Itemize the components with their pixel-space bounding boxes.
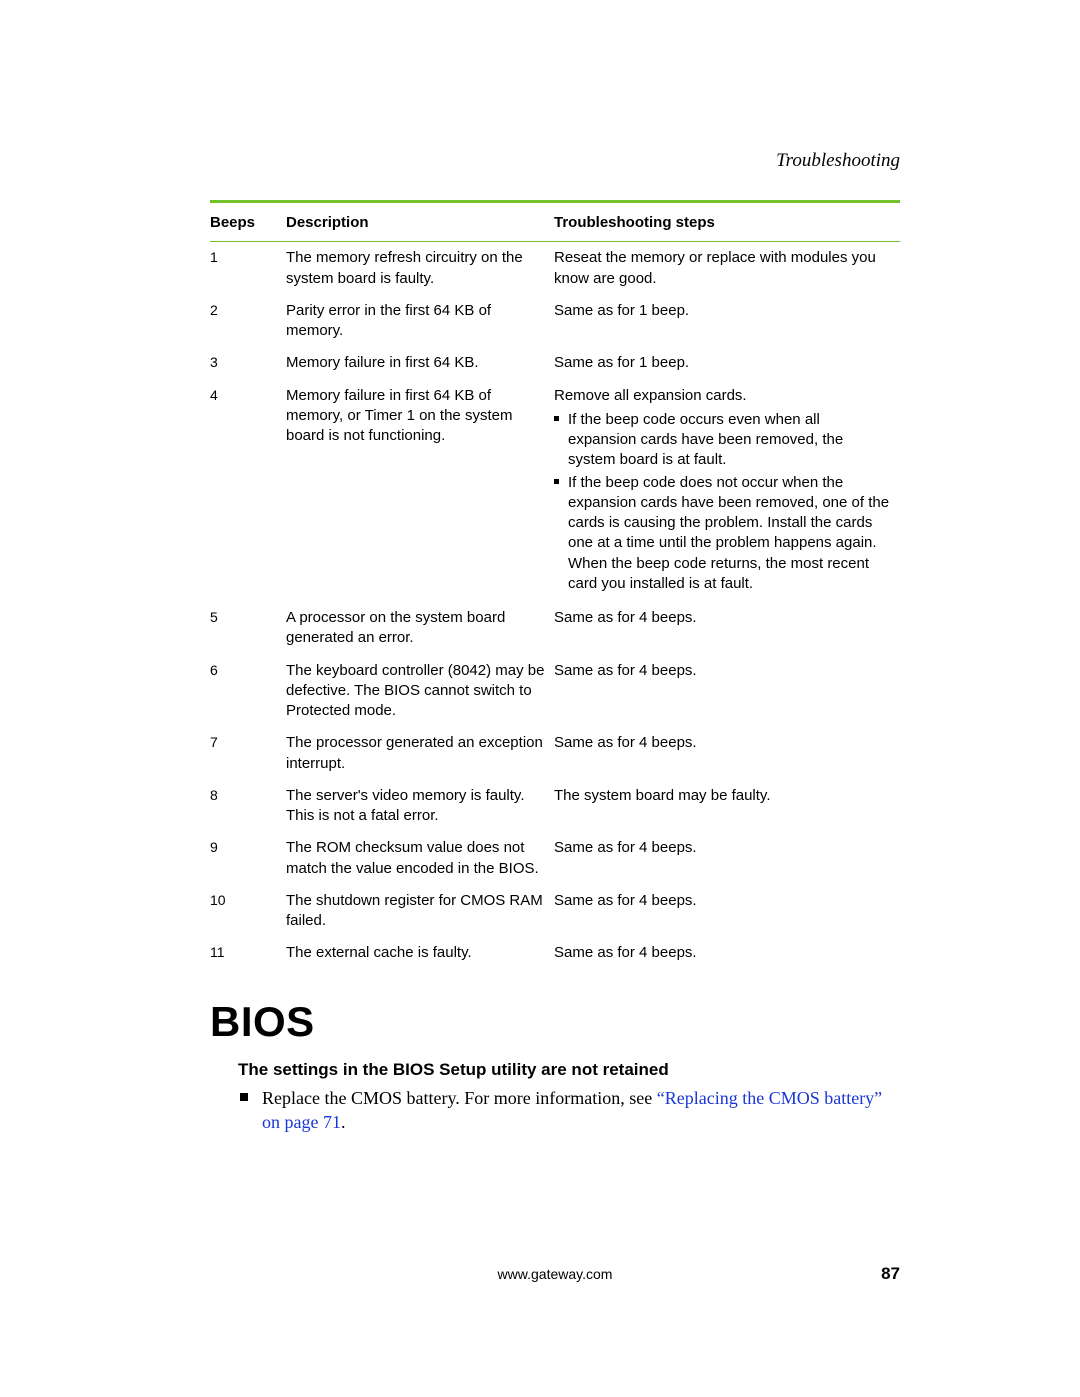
bios-heading: BIOS [210,998,900,1046]
cell-beeps: 7 [210,727,286,780]
cell-steps: Same as for 1 beep. [554,295,900,348]
cell-beeps: 3 [210,347,286,379]
cell-beeps: 2 [210,295,286,348]
cell-beeps: 9 [210,832,286,885]
running-head: Troubleshooting [210,150,900,172]
table-row: 9The ROM checksum value does not match t… [210,832,900,885]
footer-url: www.gateway.com [210,1266,900,1282]
cell-beeps: 10 [210,885,286,938]
table-row: 5A processor on the system board generat… [210,602,900,655]
cell-steps: Same as for 4 beeps. [554,655,900,728]
cell-steps: Reseat the memory or replace with module… [554,242,900,295]
cell-steps: Same as for 4 beeps. [554,727,900,780]
cell-description: The ROM checksum value does not match th… [286,832,554,885]
cell-steps: The system board may be faulty. [554,780,900,833]
cell-beeps: 8 [210,780,286,833]
bios-issue-heading: The settings in the BIOS Setup utility a… [210,1060,900,1080]
table-row: 8The server's video memory is faulty. Th… [210,780,900,833]
cell-description: Memory failure in first 64 KB of memory,… [286,380,554,603]
steps-bullet-item: If the beep code occurs even when all ex… [554,410,892,471]
cell-beeps: 6 [210,655,286,728]
steps-bullet-list: If the beep code occurs even when all ex… [554,410,892,594]
steps-bullet-item: If the beep code does not occur when the… [554,473,892,595]
beep-code-table: Beeps Description Troubleshooting steps … [210,203,900,970]
cell-description: Memory failure in first 64 KB. [286,347,554,379]
document-page: Troubleshooting Beeps Description Troubl… [0,0,1080,1397]
cell-steps: Same as for 4 beeps. [554,602,900,655]
table-row: 4Memory failure in first 64 KB of memory… [210,380,900,603]
page-number: 87 [881,1264,900,1284]
cell-beeps: 4 [210,380,286,603]
cell-description: The server's video memory is faulty. Thi… [286,780,554,833]
table-row: 7The processor generated an exception in… [210,727,900,780]
table-row: 6The keyboard controller (8042) may be d… [210,655,900,728]
cell-beeps: 11 [210,937,286,969]
th-steps: Troubleshooting steps [554,203,900,242]
cell-steps: Same as for 1 beep. [554,347,900,379]
cell-beeps: 1 [210,242,286,295]
bios-step-lead: Replace the CMOS battery. For more infor… [262,1088,657,1108]
table-header-row: Beeps Description Troubleshooting steps [210,203,900,242]
cell-description: A processor on the system board generate… [286,602,554,655]
cell-steps: Same as for 4 beeps. [554,832,900,885]
bios-step-list: Replace the CMOS battery. For more infor… [210,1086,900,1135]
cell-description: The external cache is faulty. [286,937,554,969]
cell-description: The shutdown register for CMOS RAM faile… [286,885,554,938]
cell-description: The processor generated an exception int… [286,727,554,780]
table-row: 3Memory failure in first 64 KB.Same as f… [210,347,900,379]
cell-description: Parity error in the first 64 KB of memor… [286,295,554,348]
cell-steps: Remove all expansion cards.If the beep c… [554,380,900,603]
table-row: 10The shutdown register for CMOS RAM fai… [210,885,900,938]
bios-step-item: Replace the CMOS battery. For more infor… [262,1086,900,1135]
table-row: 11The external cache is faulty.Same as f… [210,937,900,969]
bios-step-tail: . [341,1112,346,1132]
cell-steps: Same as for 4 beeps. [554,885,900,938]
cell-beeps: 5 [210,602,286,655]
th-beeps: Beeps [210,203,286,242]
page-footer: www.gateway.com 87 [210,1266,900,1282]
cell-description: The keyboard controller (8042) may be de… [286,655,554,728]
table-row: 1The memory refresh circuitry on the sys… [210,242,900,295]
cell-steps: Same as for 4 beeps. [554,937,900,969]
table-row: 2Parity error in the first 64 KB of memo… [210,295,900,348]
cell-description: The memory refresh circuitry on the syst… [286,242,554,295]
th-description: Description [286,203,554,242]
